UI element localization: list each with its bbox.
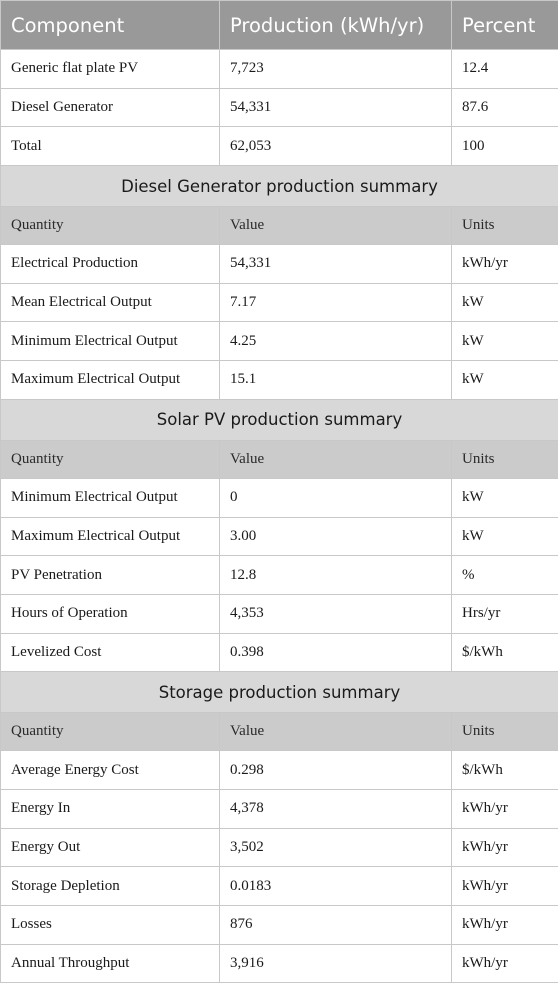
header-cell: Percent	[451, 0, 558, 50]
sub-header-cell: Units	[451, 206, 558, 246]
table-row: Mean Electrical Output 7.17 kW	[0, 282, 558, 323]
section-title-solar: Solar PV production summary	[0, 398, 558, 441]
table-header-row: Component Production (kWh/yr) Percent	[0, 0, 558, 50]
cell: Electrical Production	[0, 244, 220, 284]
cell: Losses	[0, 905, 220, 945]
table-row: Annual Throughput 3,916 kWh/yr	[0, 943, 558, 984]
header-cell: Production (kWh/yr)	[219, 0, 452, 50]
cell: kW	[451, 516, 558, 557]
cell: 12.4	[451, 49, 558, 89]
cell: Levelized Cost	[0, 632, 220, 673]
cell: 876	[219, 905, 452, 945]
sub-header-cell: Value	[219, 439, 452, 479]
cell: 3,502	[219, 827, 452, 868]
cell: kWh/yr	[451, 905, 558, 945]
cell: kW	[451, 477, 558, 518]
cell: 3,916	[219, 943, 452, 984]
cell: Total	[0, 126, 220, 167]
cell: 0.298	[219, 750, 452, 790]
cell: Maximum Electrical Output	[0, 360, 220, 400]
cell: 0	[219, 477, 452, 518]
cell: $/kWh	[451, 750, 558, 790]
sub-header-cell: Quantity	[0, 712, 220, 752]
cell: 12.8	[219, 555, 452, 595]
cell: PV Penetration	[0, 555, 220, 595]
cell: Minimum Electrical Output	[0, 321, 220, 362]
table-row: Total 62,053 100	[0, 126, 558, 167]
cell: 7,723	[219, 49, 452, 89]
cell: Maximum Electrical Output	[0, 516, 220, 557]
section-title-row: Storage production summary	[0, 671, 558, 714]
cell: kW	[451, 321, 558, 362]
cell: 7.17	[219, 282, 452, 323]
table-row: Maximum Electrical Output 3.00 kW	[0, 516, 558, 557]
table-row: Minimum Electrical Output 0 kW	[0, 477, 558, 518]
cell: Diesel Generator	[0, 87, 220, 128]
cell: 0.398	[219, 632, 452, 673]
sub-header-cell: Units	[451, 712, 558, 752]
section-title-row: Diesel Generator production summary	[0, 165, 558, 208]
cell: Hrs/yr	[451, 593, 558, 634]
cell: Energy Out	[0, 827, 220, 868]
cell: kWh/yr	[451, 943, 558, 984]
sub-header-row: Quantity Value Units	[0, 206, 558, 246]
table-row: Diesel Generator 54,331 87.6	[0, 87, 558, 128]
section-title-storage: Storage production summary	[0, 671, 558, 714]
table-row: Electrical Production 54,331 kWh/yr	[0, 244, 558, 284]
header-cell: Component	[0, 0, 220, 50]
cell: 3.00	[219, 516, 452, 557]
cell: kW	[451, 282, 558, 323]
table-row: Storage Depletion 0.0183 kWh/yr	[0, 866, 558, 906]
cell: kWh/yr	[451, 827, 558, 868]
cell: 15.1	[219, 360, 452, 400]
cell: 87.6	[451, 87, 558, 128]
cell: 4,353	[219, 593, 452, 634]
cell: Generic flat plate PV	[0, 49, 220, 89]
sub-header-row: Quantity Value Units	[0, 712, 558, 752]
cell: $/kWh	[451, 632, 558, 673]
cell: Mean Electrical Output	[0, 282, 220, 323]
section-title-row: Solar PV production summary	[0, 398, 558, 441]
sub-header-cell: Units	[451, 439, 558, 479]
cell: 4,378	[219, 788, 452, 829]
sub-header-cell: Quantity	[0, 206, 220, 246]
table-row: Minimum Electrical Output 4.25 kW	[0, 321, 558, 362]
table-row: Losses 876 kWh/yr	[0, 905, 558, 945]
table-row: PV Penetration 12.8 %	[0, 555, 558, 595]
cell: %	[451, 555, 558, 595]
table-row: Average Energy Cost 0.298 $/kWh	[0, 750, 558, 790]
cell: 4.25	[219, 321, 452, 362]
table-row: Hours of Operation 4,353 Hrs/yr	[0, 593, 558, 634]
cell: 100	[451, 126, 558, 167]
table-row: Energy In 4,378 kWh/yr	[0, 788, 558, 829]
section-title-diesel: Diesel Generator production summary	[0, 165, 558, 208]
cell: Hours of Operation	[0, 593, 220, 634]
table-row: Energy Out 3,502 kWh/yr	[0, 827, 558, 868]
cell: 0.0183	[219, 866, 452, 906]
table-row: Maximum Electrical Output 15.1 kW	[0, 360, 558, 400]
cell: Storage Depletion	[0, 866, 220, 906]
sub-header-row: Quantity Value Units	[0, 439, 558, 479]
cell: Minimum Electrical Output	[0, 477, 220, 518]
cell: 54,331	[219, 244, 452, 284]
cell: kW	[451, 360, 558, 400]
cell: kWh/yr	[451, 866, 558, 906]
cell: Annual Throughput	[0, 943, 220, 984]
table-row: Levelized Cost 0.398 $/kWh	[0, 632, 558, 673]
sub-header-cell: Value	[219, 712, 452, 752]
cell: Energy In	[0, 788, 220, 829]
cell: 54,331	[219, 87, 452, 128]
cell: 62,053	[219, 126, 452, 167]
cell: Average Energy Cost	[0, 750, 220, 790]
cell: kWh/yr	[451, 244, 558, 284]
sub-header-cell: Quantity	[0, 439, 220, 479]
cell: kWh/yr	[451, 788, 558, 829]
table-row: Generic flat plate PV 7,723 12.4	[0, 49, 558, 89]
sub-header-cell: Value	[219, 206, 452, 246]
